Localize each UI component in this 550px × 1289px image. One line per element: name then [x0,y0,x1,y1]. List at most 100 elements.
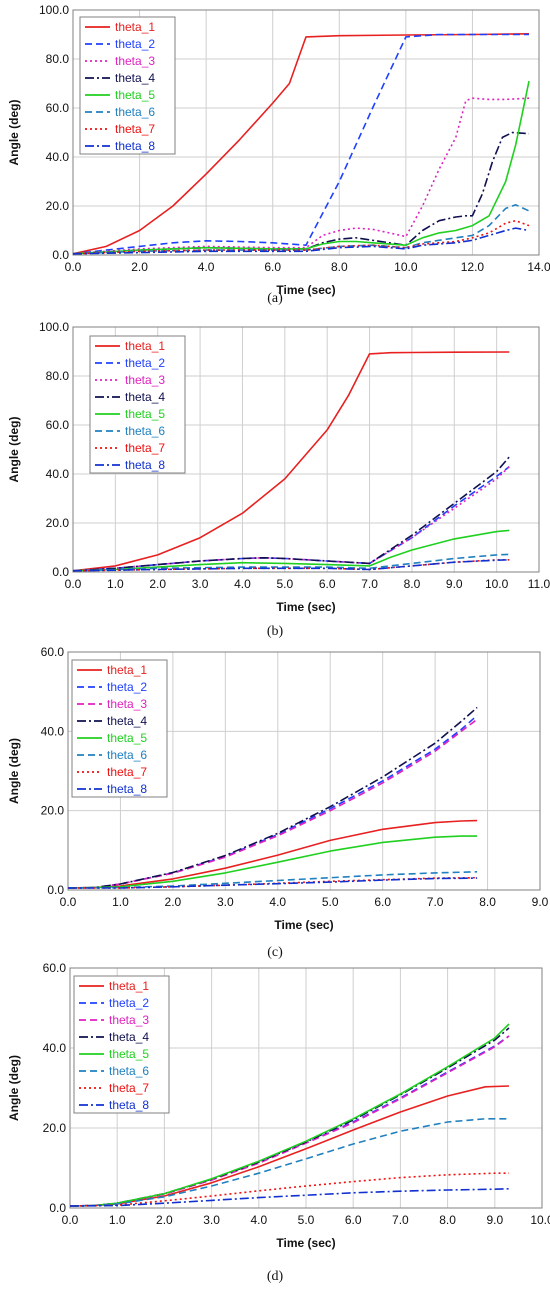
x-axis-label: Time (sec) [276,283,335,297]
series-line-theta-8 [72,559,510,572]
y-tick-label: 20.0 [41,804,65,818]
x-tick-label: 10.0 [485,577,509,591]
legend-box [71,659,168,798]
series-line-theta-3 [72,466,510,572]
x-tick-label: 5.0 [322,895,339,909]
y-tick-label: 0.0 [52,248,69,262]
y-tick-label: 60.0 [43,961,67,975]
legend-label: theta_3 [125,373,165,387]
x-tick-label: 4.0 [234,577,251,591]
series-line-theta-7 [72,219,530,255]
series-line-theta-3 [67,718,478,889]
series-line-theta-8 [72,227,530,255]
series-line-theta-3 [69,1035,510,1207]
series-line-theta-7 [69,1172,509,1207]
series-line-theta-1 [72,33,530,255]
legend-label: theta_8 [109,1098,149,1112]
legend-label: theta_1 [107,663,147,677]
y-tick-label: 20.0 [46,199,70,213]
x-tick-label: 2.0 [156,1213,173,1227]
x-tick-label: 10.0 [394,260,418,274]
x-tick-label: 4.0 [198,260,215,274]
legend-label: theta_1 [115,20,155,34]
series-line-theta-4 [72,456,510,572]
series-line-theta-5 [69,1023,510,1207]
y-tick-label: 20.0 [46,516,70,530]
legend-label: theta_5 [125,407,165,421]
legend-label: theta_8 [107,782,147,796]
series-line-theta-3 [72,97,530,255]
x-tick-label: 6.0 [345,1213,362,1227]
plot-frame [67,651,541,891]
plot-frame [72,9,540,256]
legend-label: theta_2 [115,37,155,51]
legend-box [89,335,186,474]
y-tick-label: 80.0 [46,52,70,66]
legend-label: theta_7 [125,441,165,455]
x-tick-label: 9.0 [486,1213,503,1227]
y-axis-label: Angle (deg) [7,1055,21,1121]
y-tick-label: 100.0 [39,320,69,334]
series-line-theta-2 [72,33,529,255]
x-axis-label: Time (sec) [276,600,335,614]
x-tick-label: 4.0 [269,895,286,909]
chart-c: 0.0 1.0 2.0 3.0 4.0 5.0 6.0 7.0 8.0 9.0 0.0 20.0 40.… [7,645,549,960]
series-line-theta-5 [72,529,510,572]
y-tick-label: 40.0 [41,724,65,738]
x-tick-label: 9.0 [446,577,463,591]
legend-label: theta_4 [107,714,147,728]
x-tick-label: 5.0 [298,1213,315,1227]
x-tick-label: 1.0 [112,895,129,909]
x-tick-label: 12.0 [461,260,485,274]
series-line-theta-8 [69,1188,510,1207]
legend: theta_1 theta_2 theta_3 theta_4 theta_5theta… [89,335,186,474]
y-axis-label: Angle (deg) [7,100,21,166]
chart-caption: (b) [267,624,284,639]
legend-label: theta_6 [115,105,155,119]
y-tick-label: 80.0 [46,369,70,383]
legend-label: theta_4 [115,71,155,85]
legend-label: theta_8 [115,139,155,153]
x-tick-label: 0.0 [60,895,77,909]
x-tick-label: 4.0 [250,1213,267,1227]
legend: theta_1 theta_2 theta_3 theta_4 theta_5theta… [73,975,170,1114]
x-tick-label: 1.0 [107,577,124,591]
x-tick-label: 3.0 [203,1213,220,1227]
legend: theta_1 theta_2 theta_3 theta_4 theta_5theta… [71,659,168,798]
x-tick-label: 14.0 [527,260,550,274]
legend-label: theta_4 [125,390,165,404]
series-line-theta-2 [72,465,510,572]
x-tick-label: 6.0 [319,577,336,591]
chart-a: 0.0 2.0 4.0 6.0 8.0 10.0 12.0 14.0 0.0 20.0 40.0 60… [7,3,550,306]
x-tick-label: 7.0 [427,895,444,909]
x-tick-label: 9.0 [532,895,549,909]
legend-label: theta_2 [125,356,165,370]
x-tick-label: 0.0 [65,577,82,591]
x-tick-label: 2.0 [165,895,182,909]
x-tick-label: 2.0 [149,577,166,591]
series-line-theta-7 [72,559,510,572]
series-line-theta-6 [72,553,510,572]
x-tick-label: 0.0 [65,260,82,274]
y-tick-label: 60.0 [41,645,65,659]
legend-box [79,16,176,155]
x-tick-label: 1.0 [109,1213,126,1227]
x-tick-label: 8.0 [479,895,496,909]
y-tick-label: 40.0 [43,1041,67,1055]
chart-d: 0.0 1.0 2.0 3.0 4.0 5.0 6.0 7.0 8.0 9.0 10.0 0.0 20.… [7,961,550,1284]
series-line-theta-5 [67,835,478,889]
series-line-theta-4 [67,706,478,889]
legend-label: theta_4 [109,1030,149,1044]
legend-label: theta_6 [107,748,147,762]
x-tick-label: 3.0 [192,577,209,591]
series-line-theta-8 [68,877,478,889]
chart-caption: (c) [267,945,283,960]
legend-label: theta_8 [125,458,165,472]
legend-label: theta_2 [107,680,147,694]
legend-label: theta_6 [109,1064,149,1078]
y-axis-label: Angle (deg) [7,417,21,483]
y-tick-label: 0.0 [52,565,69,579]
chart-b: 0.0 1.0 2.0 3.0 4.0 5.0 6.0 7.0 8.0 9.0 10.0 11.0 0.… [7,320,550,639]
series-line-theta-1 [67,819,478,889]
